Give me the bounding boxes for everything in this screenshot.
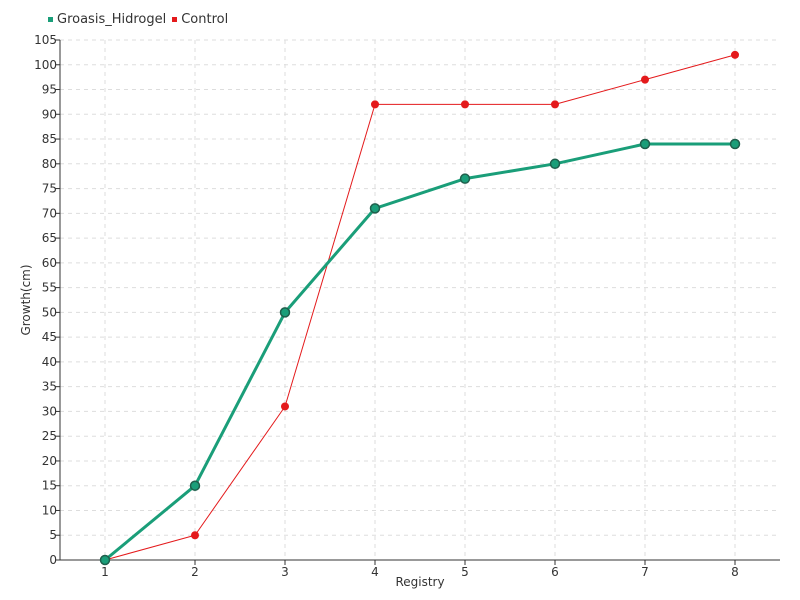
data-point-control bbox=[641, 75, 649, 84]
y-axis-title: Growth(cm) bbox=[19, 264, 33, 335]
y-tick-label: 55 bbox=[42, 281, 57, 295]
y-tick-label: 20 bbox=[42, 454, 57, 468]
x-tick-label: 8 bbox=[731, 565, 739, 579]
data-point-groasis-hidrogel bbox=[99, 554, 111, 566]
legend-label-groasis-hidrogel: Groasis_Hidrogel bbox=[57, 12, 167, 27]
y-tick-label: 85 bbox=[42, 132, 57, 146]
tick-labels: 0510152025303540455055606570758085909510… bbox=[34, 33, 739, 579]
data-point-control bbox=[371, 100, 379, 109]
data-point-groasis-hidrogel bbox=[639, 138, 651, 150]
y-tick-label: 100 bbox=[34, 58, 57, 72]
y-tick-label: 50 bbox=[42, 305, 57, 319]
y-tick-label: 65 bbox=[42, 231, 57, 245]
data-point-control bbox=[461, 100, 469, 109]
legend-item-groasis-hidrogel[interactable]: Groasis_Hidrogel bbox=[48, 12, 166, 27]
y-tick-label: 80 bbox=[42, 157, 57, 171]
data-point-groasis-hidrogel bbox=[459, 173, 471, 184]
x-tick-label: 1 bbox=[101, 565, 109, 579]
x-tick-label: 5 bbox=[461, 565, 469, 579]
y-tick-label: 10 bbox=[42, 503, 57, 517]
y-tick-label: 40 bbox=[42, 355, 57, 369]
y-tick-label: 70 bbox=[42, 206, 57, 220]
series-line-groasis-hidrogel bbox=[104, 142, 735, 562]
x-axis-title: Registry bbox=[395, 575, 444, 589]
y-tick-label: 60 bbox=[42, 256, 57, 270]
y-tick-label: 0 bbox=[49, 553, 57, 567]
x-tick-label: 4 bbox=[371, 565, 379, 579]
y-tick-label: 90 bbox=[42, 107, 57, 121]
y-tick-label: 105 bbox=[34, 33, 57, 47]
legend-swatch-groasis-hidrogel bbox=[48, 17, 53, 22]
x-tick-label: 2 bbox=[191, 565, 199, 579]
x-tick-label: 3 bbox=[281, 565, 289, 579]
y-tick-label: 45 bbox=[42, 330, 57, 344]
x-tick-label: 6 bbox=[551, 565, 559, 579]
legend-swatch-control bbox=[172, 17, 178, 22]
y-tick-label: 35 bbox=[42, 380, 57, 394]
series bbox=[99, 50, 741, 566]
data-point-control bbox=[551, 100, 559, 109]
grid bbox=[60, 39, 780, 560]
series-line-control bbox=[104, 54, 736, 561]
y-tick-label: 95 bbox=[42, 83, 57, 97]
y-tick-label: 15 bbox=[42, 479, 57, 493]
data-point-groasis-hidrogel bbox=[189, 480, 201, 491]
y-tick-label: 25 bbox=[42, 429, 57, 443]
legend: Groasis_Hidrogel Control bbox=[48, 12, 234, 27]
y-tick-label: 75 bbox=[42, 182, 57, 196]
data-point-groasis-hidrogel bbox=[369, 203, 381, 214]
data-point-control bbox=[191, 531, 199, 540]
axes bbox=[55, 39, 780, 565]
legend-label-control: Control bbox=[181, 12, 229, 27]
data-point-groasis-hidrogel bbox=[549, 158, 561, 170]
x-tick-label: 7 bbox=[641, 565, 649, 579]
data-point-groasis-hidrogel bbox=[279, 307, 291, 318]
data-point-groasis-hidrogel bbox=[729, 138, 741, 150]
legend-item-control[interactable]: Control bbox=[172, 12, 228, 27]
data-point-control bbox=[281, 402, 289, 411]
y-tick-label: 30 bbox=[42, 404, 57, 418]
y-tick-label: 5 bbox=[49, 528, 57, 542]
data-point-control bbox=[731, 50, 739, 59]
